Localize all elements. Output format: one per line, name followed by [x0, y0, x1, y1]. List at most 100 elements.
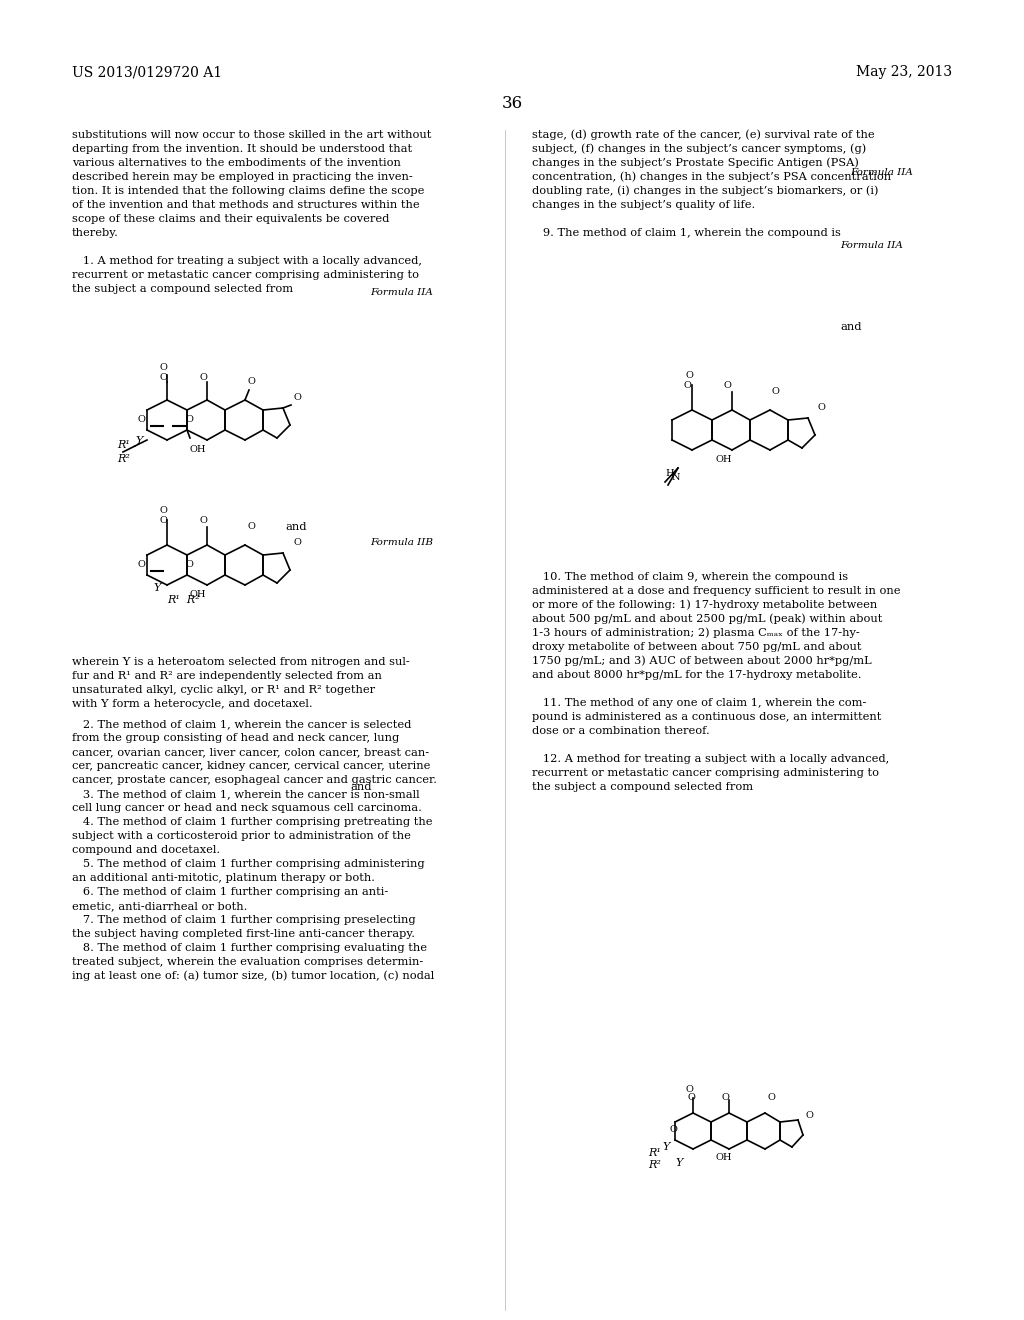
Text: OH: OH [190, 445, 207, 454]
Text: cancer, prostate cancer, esophageal cancer and gastric cancer.: cancer, prostate cancer, esophageal canc… [72, 775, 437, 785]
Text: recurrent or metastatic cancer comprising administering to: recurrent or metastatic cancer comprisin… [72, 271, 419, 280]
Text: O: O [724, 381, 732, 389]
Text: O: O [293, 393, 301, 403]
Text: about 500 pg/mL and about 2500 pg/mL (peak) within about: about 500 pg/mL and about 2500 pg/mL (pe… [532, 614, 883, 624]
Text: O: O [160, 506, 168, 515]
Text: R¹: R¹ [117, 440, 130, 450]
Text: O: O [685, 371, 693, 380]
Text: O: O [160, 363, 168, 372]
Text: the subject having completed first-line anti-cancer therapy.: the subject having completed first-line … [72, 929, 415, 939]
Text: various alternatives to the embodiments of the invention: various alternatives to the embodiments … [72, 158, 400, 168]
Text: subject, (f) changes in the subject’s cancer symptoms, (g): subject, (f) changes in the subject’s ca… [532, 144, 866, 154]
Text: Y: Y [135, 436, 142, 446]
Text: O: O [806, 1111, 814, 1119]
Text: O: O [247, 521, 255, 531]
Text: changes in the subject’s Prostate Specific Antigen (PSA): changes in the subject’s Prostate Specif… [532, 157, 859, 168]
Text: from the group consisting of head and neck cancer, lung: from the group consisting of head and ne… [72, 733, 399, 743]
Text: 1. A method for treating a subject with a locally advanced,: 1. A method for treating a subject with … [72, 256, 422, 267]
Text: O: O [670, 1125, 678, 1134]
Text: 1-3 hours of administration; 2) plasma Cₘₐₓ of the 17-hy-: 1-3 hours of administration; 2) plasma C… [532, 627, 860, 638]
Text: O: O [185, 560, 193, 569]
Text: concentration, (h) changes in the subject’s PSA concentration: concentration, (h) changes in the subjec… [532, 172, 891, 182]
Text: 10. The method of claim 9, wherein the compound is: 10. The method of claim 9, wherein the c… [532, 572, 848, 582]
Text: OH: OH [715, 1152, 731, 1162]
Text: emetic, anti-diarrheal or both.: emetic, anti-diarrheal or both. [72, 902, 248, 911]
Text: Y: Y [153, 583, 161, 593]
Text: R¹: R¹ [648, 1148, 660, 1158]
Text: O: O [185, 414, 193, 424]
Text: scope of these claims and their equivalents be covered: scope of these claims and their equivale… [72, 214, 389, 224]
Text: 7. The method of claim 1 further comprising preselecting: 7. The method of claim 1 further compris… [72, 915, 416, 925]
Text: doubling rate, (i) changes in the subject’s biomarkers, or (i): doubling rate, (i) changes in the subjec… [532, 185, 879, 195]
Text: O: O [767, 1093, 775, 1102]
Text: O: O [684, 381, 692, 389]
Text: O: O [159, 374, 167, 383]
Text: 8. The method of claim 1 further comprising evaluating the: 8. The method of claim 1 further compris… [72, 942, 427, 953]
Text: 9. The method of claim 1, wherein the compound is: 9. The method of claim 1, wherein the co… [532, 228, 841, 238]
Text: wherein Y is a heteroatom selected from nitrogen and sul-: wherein Y is a heteroatom selected from … [72, 657, 410, 667]
Text: 5. The method of claim 1 further comprising administering: 5. The method of claim 1 further compris… [72, 859, 425, 869]
Text: O: O [688, 1093, 696, 1102]
Text: O: O [137, 560, 144, 569]
Text: O: O [722, 1093, 730, 1102]
Text: the subject a compound selected from: the subject a compound selected from [532, 781, 753, 792]
Text: dose or a combination thereof.: dose or a combination thereof. [532, 726, 710, 737]
Text: O: O [293, 539, 301, 546]
Text: changes in the subject’s quality of life.: changes in the subject’s quality of life… [532, 201, 756, 210]
Text: O: O [247, 378, 255, 385]
Text: cer, pancreatic cancer, kidney cancer, cervical cancer, uterine: cer, pancreatic cancer, kidney cancer, c… [72, 762, 430, 771]
Text: Formula IIA: Formula IIA [840, 242, 903, 249]
Text: 2. The method of claim 1, wherein the cancer is selected: 2. The method of claim 1, wherein the ca… [72, 719, 412, 729]
Text: H: H [665, 469, 674, 478]
Text: tion. It is intended that the following claims define the scope: tion. It is intended that the following … [72, 186, 424, 195]
Text: O: O [686, 1085, 694, 1094]
Text: of the invention and that methods and structures within the: of the invention and that methods and st… [72, 201, 420, 210]
Text: ing at least one of: (a) tumor size, (b) tumor location, (c) nodal: ing at least one of: (a) tumor size, (b)… [72, 970, 434, 981]
Text: stage, (d) growth rate of the cancer, (e) survival rate of the: stage, (d) growth rate of the cancer, (e… [532, 129, 874, 140]
Text: droxy metabolite of between about 750 pg/mL and about: droxy metabolite of between about 750 pg… [532, 642, 861, 652]
Text: substitutions will now occur to those skilled in the art without: substitutions will now occur to those sk… [72, 129, 431, 140]
Text: N: N [672, 473, 681, 482]
Text: 4. The method of claim 1 further comprising pretreating the: 4. The method of claim 1 further compris… [72, 817, 432, 828]
Text: and about 8000 hr*pg/mL for the 17-hydroxy metabolite.: and about 8000 hr*pg/mL for the 17-hydro… [532, 671, 861, 680]
Text: May 23, 2013: May 23, 2013 [856, 65, 952, 79]
Text: OH: OH [715, 455, 731, 465]
Text: an additional anti-mitotic, platinum therapy or both.: an additional anti-mitotic, platinum the… [72, 873, 375, 883]
Text: thereby.: thereby. [72, 228, 119, 238]
Text: and: and [285, 521, 306, 532]
Text: US 2013/0129720 A1: US 2013/0129720 A1 [72, 65, 222, 79]
Text: Y: Y [675, 1158, 682, 1168]
Text: R²: R² [648, 1160, 660, 1170]
Text: Y: Y [662, 1142, 670, 1152]
Text: and: and [350, 781, 372, 792]
Text: cancer, ovarian cancer, liver cancer, colon cancer, breast can-: cancer, ovarian cancer, liver cancer, co… [72, 747, 429, 756]
Text: the subject a compound selected from: the subject a compound selected from [72, 284, 293, 294]
Text: departing from the invention. It should be understood that: departing from the invention. It should … [72, 144, 412, 154]
Text: administered at a dose and frequency sufficient to result in one: administered at a dose and frequency suf… [532, 586, 900, 597]
Text: O: O [772, 387, 780, 396]
Text: subject with a corticosteroid prior to administration of the: subject with a corticosteroid prior to a… [72, 832, 411, 841]
Text: pound is administered as a continuous dose, an intermittent: pound is administered as a continuous do… [532, 711, 882, 722]
Text: unsaturated alkyl, cyclic alkyl, or R¹ and R² together: unsaturated alkyl, cyclic alkyl, or R¹ a… [72, 685, 375, 696]
Text: or more of the following: 1) 17-hydroxy metabolite between: or more of the following: 1) 17-hydroxy … [532, 599, 878, 610]
Text: O: O [818, 403, 826, 412]
Text: 3. The method of claim 1, wherein the cancer is non-small: 3. The method of claim 1, wherein the ca… [72, 789, 420, 799]
Text: and: and [840, 322, 861, 333]
Text: Formula IIB: Formula IIB [370, 539, 433, 546]
Text: 12. A method for treating a subject with a locally advanced,: 12. A method for treating a subject with… [532, 754, 889, 764]
Text: R²: R² [117, 454, 130, 465]
Text: described herein may be employed in practicing the inven-: described herein may be employed in prac… [72, 172, 413, 182]
Text: Formula IIA: Formula IIA [370, 288, 433, 297]
Text: compound and docetaxel.: compound and docetaxel. [72, 845, 220, 855]
Text: Formula IIA: Formula IIA [850, 168, 912, 177]
Text: O: O [199, 374, 207, 383]
Text: 1750 pg/mL; and 3) AUC of between about 2000 hr*pg/mL: 1750 pg/mL; and 3) AUC of between about … [532, 656, 871, 667]
Text: OH: OH [190, 590, 207, 599]
Text: cell lung cancer or head and neck squamous cell carcinoma.: cell lung cancer or head and neck squamo… [72, 803, 422, 813]
Text: O: O [137, 414, 144, 424]
Text: O: O [159, 516, 167, 525]
Text: 36: 36 [502, 95, 522, 112]
Text: fur and R¹ and R² are independently selected from an: fur and R¹ and R² are independently sele… [72, 671, 382, 681]
Text: O: O [199, 516, 207, 525]
Text: recurrent or metastatic cancer comprising administering to: recurrent or metastatic cancer comprisin… [532, 768, 879, 777]
